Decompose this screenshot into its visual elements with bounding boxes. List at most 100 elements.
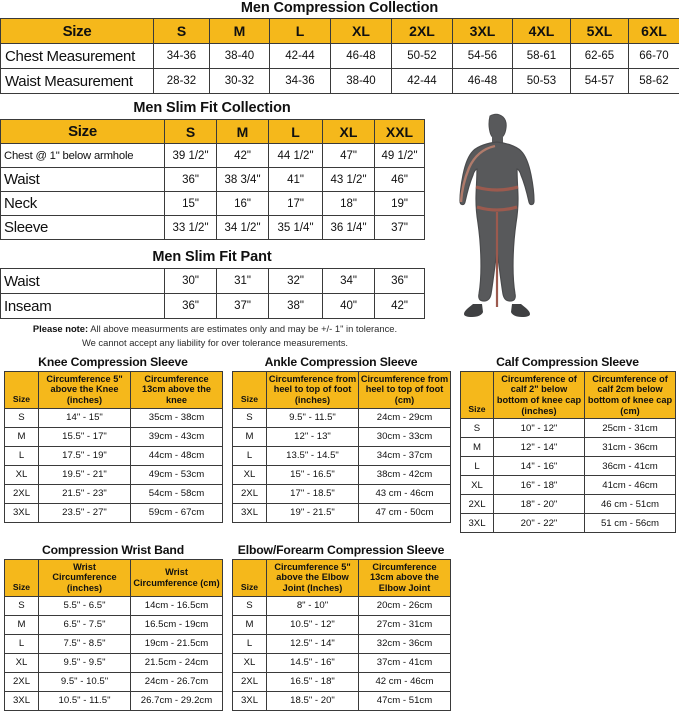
cell-size: 3XL xyxy=(5,691,39,710)
cell-size: M xyxy=(233,615,267,634)
table-header-row: Size S M L XL 2XL 3XL 4XL 5XL 6XL xyxy=(1,19,679,44)
cell-inches: 15" - 16.5" xyxy=(267,465,359,484)
elbow-forearm-compression-sleeve-table: Size Circumference 5" above the Elbow Jo… xyxy=(232,559,451,711)
cell-size: M xyxy=(5,615,39,634)
cell-inches: 18.5" - 20" xyxy=(267,691,359,710)
cell-cm: 59cm - 67cm xyxy=(131,503,223,522)
cell: 46" xyxy=(375,168,425,192)
men-compression-collection-title: Men Compression Collection xyxy=(0,1,679,16)
cell-inches: 17.5" - 19" xyxy=(39,446,131,465)
table-row: Waist 36" 38 3/4" 41" 43 1/2" 46" xyxy=(1,168,425,192)
row-label-waist-measurement: Waist Measurement xyxy=(1,69,154,94)
cell-cm: 41cm - 46cm xyxy=(585,476,676,495)
cell: 37" xyxy=(217,294,269,319)
cell: 34" xyxy=(323,269,375,294)
calf-compression-sleeve-table: Size Circumference of calf 2" below bott… xyxy=(460,371,676,533)
tolerance-note-body: All above measurments are estimates only… xyxy=(88,323,397,334)
cell: 42" xyxy=(217,144,269,168)
cell-inches: 19" - 21.5" xyxy=(267,503,359,522)
header-cell-size: Size xyxy=(461,371,494,418)
cell-size: S xyxy=(5,408,39,427)
cell: 42" xyxy=(375,294,425,319)
cell-size: 2XL xyxy=(233,484,267,503)
cell-inches: 14" - 15" xyxy=(39,408,131,427)
table-row: Waist Measurement 28-32 30-32 34-36 38-4… xyxy=(1,69,679,94)
header-cell-m: M xyxy=(210,19,270,44)
knee-compression-sleeve-title: Knee Compression Sleeve xyxy=(4,356,222,369)
cell-inches: 10.5" - 12" xyxy=(267,615,359,634)
cell: 62-65 xyxy=(571,44,629,69)
cell: 34-36 xyxy=(154,44,210,69)
cell-inches: 12.5" - 14" xyxy=(267,634,359,653)
men-slim-fit-pant-section: Men Slim Fit Pant xyxy=(0,250,424,265)
header-cell-inches: Circumference 5" above the Knee (inches) xyxy=(39,371,131,408)
cell: 34 1/2" xyxy=(217,216,269,240)
cell-size: 2XL xyxy=(233,672,267,691)
cell-size: 3XL xyxy=(461,514,494,533)
cell-cm: 36cm - 41cm xyxy=(585,457,676,476)
table-header-row: Size S M L XL XXL xyxy=(1,120,425,144)
cell: 36" xyxy=(165,168,217,192)
cell-size: L xyxy=(5,446,39,465)
men-slim-fit-pant-title: Men Slim Fit Pant xyxy=(0,250,424,265)
cell: 47" xyxy=(323,144,375,168)
cell: 36" xyxy=(375,269,425,294)
cell-inches: 10" - 12" xyxy=(494,419,585,438)
cell-cm: 49cm - 53cm xyxy=(131,465,223,484)
men-slim-fit-collection-title: Men Slim Fit Collection xyxy=(0,101,424,116)
cell-inches: 12" - 14" xyxy=(494,438,585,457)
knee-compression-sleeve-table: Size Circumference 5" above the Knee (in… xyxy=(4,371,223,523)
cell: 15" xyxy=(165,192,217,216)
header-cell-cm: Circumference 13cm above the knee xyxy=(131,371,223,408)
cell: 54-56 xyxy=(453,44,513,69)
cell-inches: 23.5" - 27" xyxy=(39,503,131,522)
table-row: Waist 30" 31" 32" 34" 36" xyxy=(1,269,425,294)
header-cell-m: M xyxy=(217,120,269,144)
header-cell-inches: Wrist Circumference (inches) xyxy=(39,559,131,596)
cell-cm: 21.5cm - 24cm xyxy=(131,653,223,672)
cell: 28-32 xyxy=(154,69,210,94)
calf-compression-sleeve-title: Calf Compression Sleeve xyxy=(460,356,675,369)
cell: 44 1/2" xyxy=(269,144,323,168)
cell-size: XL xyxy=(5,653,39,672)
cell: 46-48 xyxy=(331,44,392,69)
cell: 50-53 xyxy=(513,69,571,94)
table-row: Chest Measurement 34-36 38-40 42-44 46-4… xyxy=(1,44,679,69)
header-cell-xl: XL xyxy=(323,120,375,144)
elbow-forearm-compression-sleeve-title: Elbow/Forearm Compression Sleeve xyxy=(232,544,450,557)
cell-size: S xyxy=(5,596,39,615)
header-cell-cm: Circumference of calf 2cm below bottom o… xyxy=(585,371,676,418)
cell: 66-70 xyxy=(629,44,679,69)
cell-cm: 30cm - 33cm xyxy=(359,427,451,446)
cell: 41" xyxy=(269,168,323,192)
table-row: Neck 15" 16" 17" 18" 19" xyxy=(1,192,425,216)
cell: 37" xyxy=(375,216,425,240)
tolerance-note-lead: Please note: xyxy=(33,323,88,334)
header-cell-cm: Wrist Circumference (cm) xyxy=(131,559,223,596)
cell: 40" xyxy=(323,294,375,319)
header-cell-xxl: XXL xyxy=(375,120,425,144)
header-cell-size: Size xyxy=(5,371,39,408)
cell: 58-61 xyxy=(513,44,571,69)
cell-size: 3XL xyxy=(5,503,39,522)
row-label-chest-below-armhole: Chest @ 1" below armhole xyxy=(1,144,165,168)
cell-size: L xyxy=(233,634,267,653)
header-cell-4xl: 4XL xyxy=(513,19,571,44)
tolerance-note-line-2: We cannot accept any liability for over … xyxy=(0,336,430,350)
cell-inches: 18" - 20" xyxy=(494,495,585,514)
cell: 49 1/2" xyxy=(375,144,425,168)
cell-cm: 25cm - 31cm xyxy=(585,419,676,438)
knee-compression-sleeve-section: Knee Compression Sleeve Size Circumferen… xyxy=(4,356,222,523)
cell: 31" xyxy=(217,269,269,294)
